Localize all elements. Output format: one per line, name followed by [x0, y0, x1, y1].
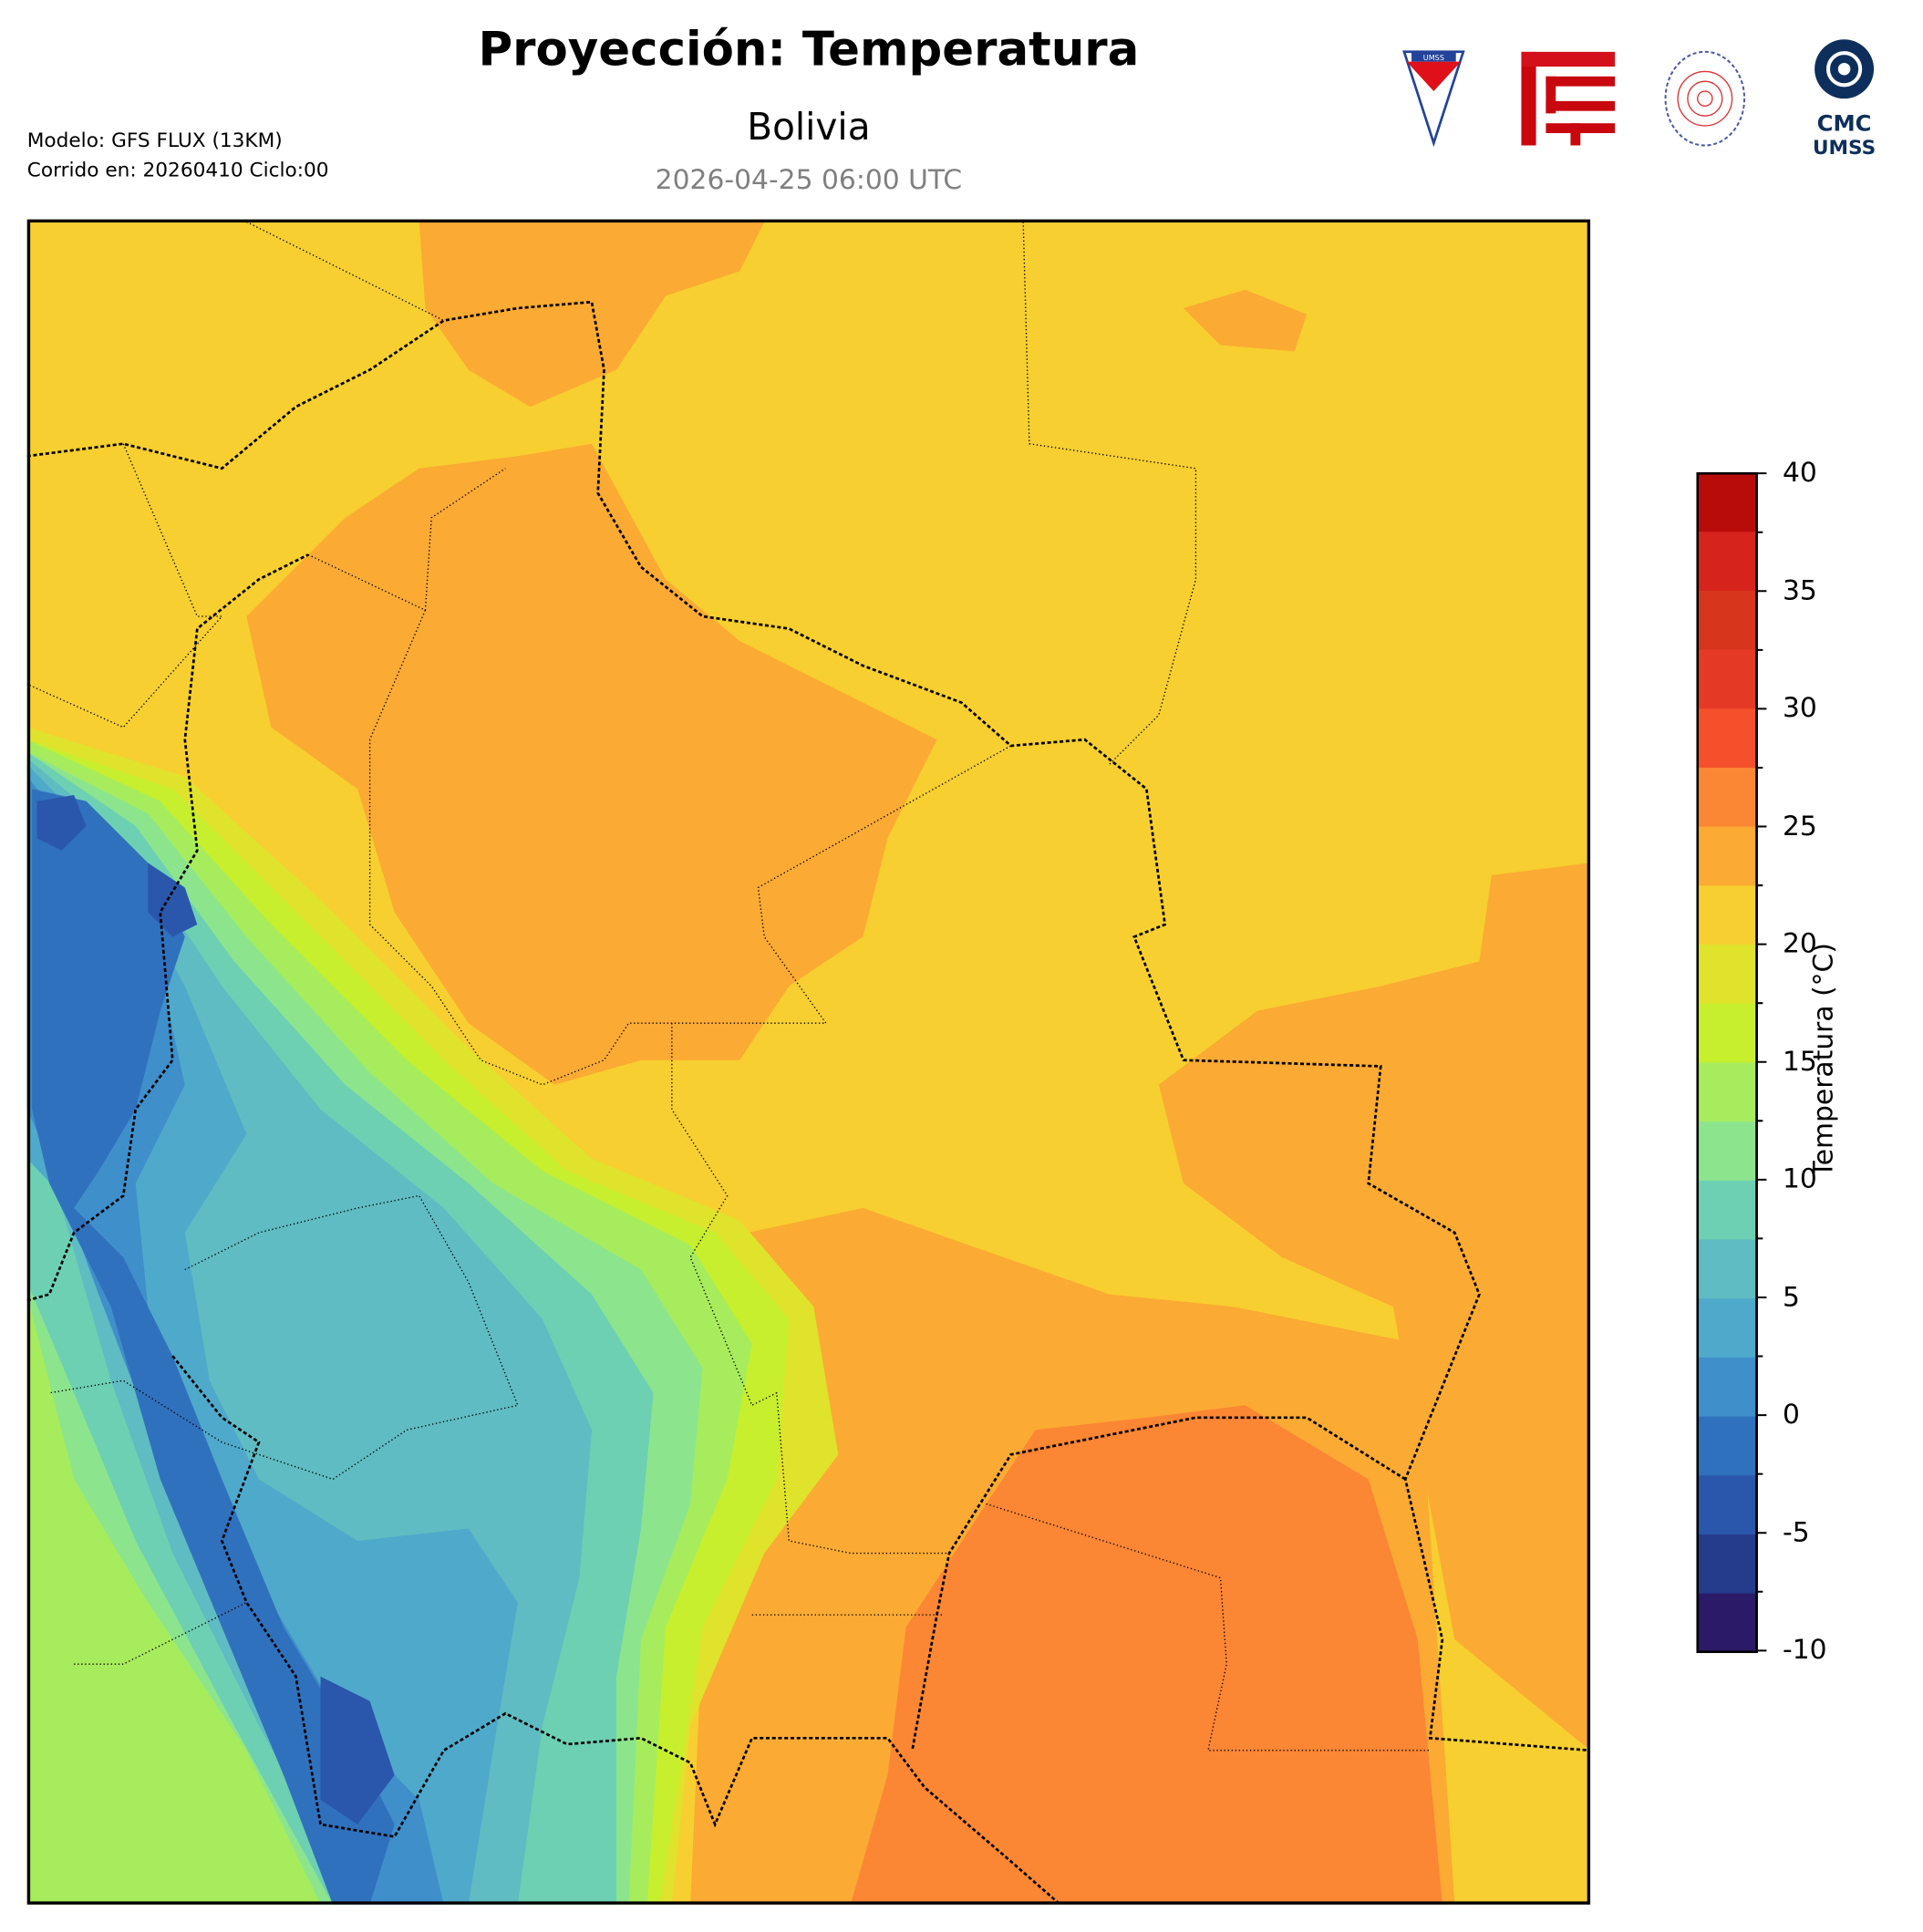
field-22-25-north [419, 222, 765, 408]
colorbar-bin [1697, 531, 1757, 591]
colorbar-label: Temperatura (°C) [1809, 943, 1840, 1178]
model-label: Modelo: GFS FLUX (13KM) [26, 128, 283, 152]
field-minus5-minus2 [36, 795, 395, 1824]
fcyt-logo [1521, 51, 1616, 146]
cmc-umss-logo: CMC UMSS [1813, 39, 1876, 160]
departamento-fisica-logo [1664, 50, 1746, 147]
umss-logo: UMSS [1402, 50, 1465, 148]
valid-time: 2026-04-25 06:00 UTC [655, 165, 963, 196]
colorbar-bin [1697, 1592, 1757, 1653]
colorbar [1696, 471, 1767, 1654]
colorbar-bin [1697, 1357, 1757, 1417]
colorbar-bin [1697, 1474, 1757, 1534]
map-frame [26, 219, 1591, 1905]
colorbar-tick-label: -10 [1782, 1635, 1827, 1667]
department-borders [26, 221, 1431, 1751]
colorbar-bin [1697, 471, 1757, 532]
colorbar-tick-label: 30 [1782, 693, 1817, 725]
colorbar-tick-label: 40 [1782, 458, 1817, 490]
colorbar-tick-label: 10 [1782, 1163, 1817, 1195]
field-22-25-east [1158, 863, 1591, 1751]
colorbar-bin [1697, 708, 1757, 768]
colorbar-bin [1697, 944, 1757, 1004]
colorbar-tick-label: 0 [1782, 1400, 1800, 1431]
field-22-25-central [246, 443, 937, 1085]
colorbar-bin [1697, 1061, 1757, 1122]
svg-text:UMSS: UMSS [1423, 53, 1444, 62]
colorbar-bin [1697, 1238, 1757, 1299]
colorbar-bin [1697, 1534, 1757, 1594]
colorbar-bin [1697, 1415, 1757, 1476]
figure-subtitle: Bolivia [747, 106, 871, 150]
colorbar-bin [1697, 1121, 1757, 1181]
field-minus2-0 [32, 789, 395, 1905]
colorbar-bin [1697, 884, 1757, 945]
colorbar-bin [1697, 1297, 1757, 1358]
colorbar-bin [1697, 648, 1757, 709]
colorbar-bin [1697, 767, 1757, 827]
svg-text:UMSS: UMSS [1813, 137, 1876, 160]
colorbar-tick-label: -5 [1782, 1517, 1810, 1549]
field-25-27-southeast [850, 1405, 1442, 1905]
colorbar-bin [1697, 1003, 1757, 1063]
field-22-25-northeast [1183, 289, 1308, 352]
colorbar-bin [1697, 590, 1757, 650]
colorbar-bin [1697, 1180, 1757, 1240]
colorbar-tick-label: 35 [1782, 575, 1817, 607]
colorbar-bin [1697, 825, 1757, 886]
colorbar-tick-label: 5 [1782, 1282, 1800, 1313]
colorbar-tick-label: 20 [1782, 928, 1817, 960]
colorbar-tick-label: 15 [1782, 1046, 1817, 1078]
run-label: Corrido en: 20260410 Ciclo:00 [26, 158, 329, 181]
colorbar-tick-label: 25 [1782, 811, 1817, 842]
temperature-map [26, 219, 1591, 1905]
figure-title: Proyección: Temperatura [478, 22, 1140, 77]
svg-text:CMC: CMC [1817, 109, 1872, 136]
